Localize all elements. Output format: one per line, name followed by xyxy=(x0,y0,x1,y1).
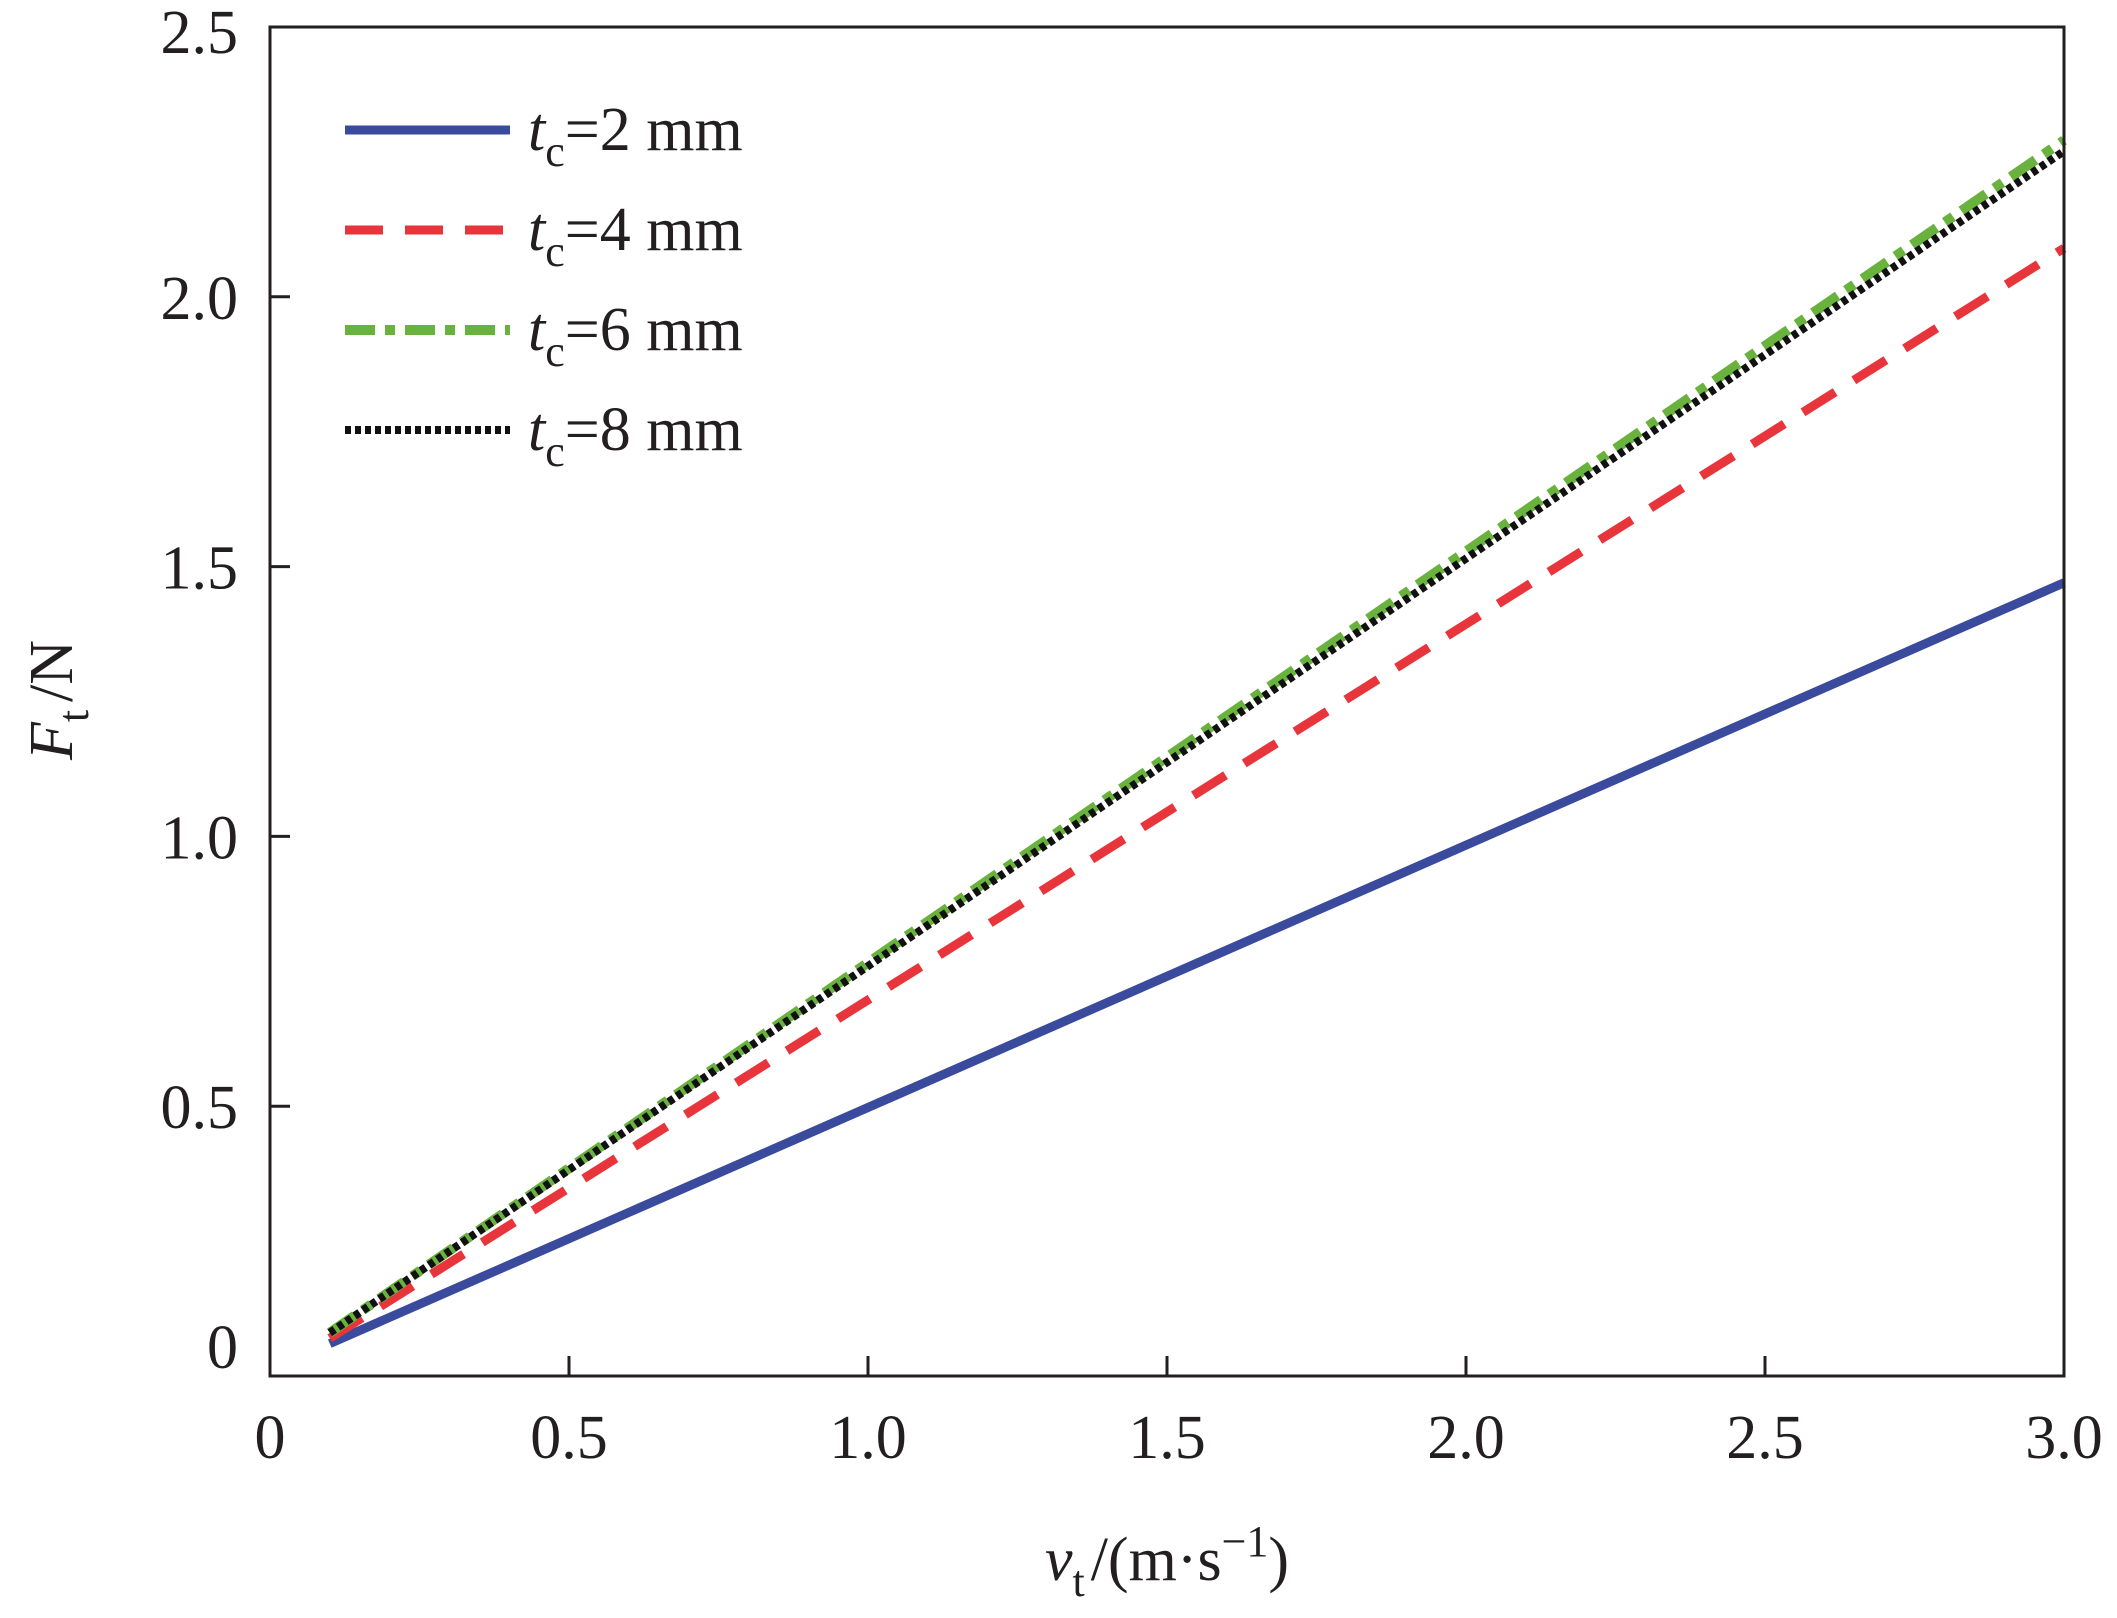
y-tick-label: 1.5 xyxy=(161,535,239,603)
legend-label-1: tc=2 mm xyxy=(528,96,743,176)
legend-label-4: tc=8 mm xyxy=(528,396,743,476)
x-axis-title-unit: /(m·s xyxy=(1091,1526,1222,1594)
x-axis-title-var: v xyxy=(1045,1526,1073,1594)
series-line-2 xyxy=(327,244,2067,1343)
x-tick-label: 2.5 xyxy=(1726,1404,1804,1472)
x-axis-ticks: 0 0.5 1.0 1.5 2.0 2.5 3.0 xyxy=(255,1356,2103,1472)
y-tick-label: 1.0 xyxy=(161,804,239,872)
y-axis-title-var: F xyxy=(18,721,86,761)
y-axis-title: Ft/N xyxy=(18,640,98,761)
y-tick-label: 0 xyxy=(207,1314,238,1382)
series-line-3 xyxy=(326,136,2067,1337)
x-tick-label: 2.0 xyxy=(1427,1404,1505,1472)
x-axis-title-close: ) xyxy=(1268,1526,1289,1594)
y-tick-label: 2.5 xyxy=(161,0,239,67)
x-tick-label: 1.5 xyxy=(1128,1404,1206,1472)
legend-label-2: tc=4 mm xyxy=(528,196,743,276)
y-tick-label: 0.5 xyxy=(161,1074,239,1142)
x-tick-label: 0 xyxy=(255,1404,286,1472)
series-line-1 xyxy=(327,578,2066,1348)
x-axis-title-sub: t xyxy=(1072,1557,1084,1606)
x-axis-title-sup: −1 xyxy=(1222,1517,1269,1566)
series-layer xyxy=(326,136,2067,1348)
y-axis-ticks: 0 0.5 1.0 1.5 2.0 2.5 xyxy=(161,0,290,1382)
x-tick-label: 1.0 xyxy=(829,1404,907,1472)
legend: tc=2 mm tc=4 mm tc=6 mm tc=8 mm xyxy=(345,96,743,476)
x-tick-label: 0.5 xyxy=(530,1404,608,1472)
y-axis-title-unit: /N xyxy=(18,640,86,702)
legend-label-3: tc=6 mm xyxy=(528,296,743,376)
y-axis-title-sub: t xyxy=(49,710,98,722)
x-axis-title: vt/(m·s−1) xyxy=(1045,1517,1289,1606)
x-tick-label: 3.0 xyxy=(2025,1404,2103,1472)
y-tick-label: 2.0 xyxy=(161,265,239,333)
